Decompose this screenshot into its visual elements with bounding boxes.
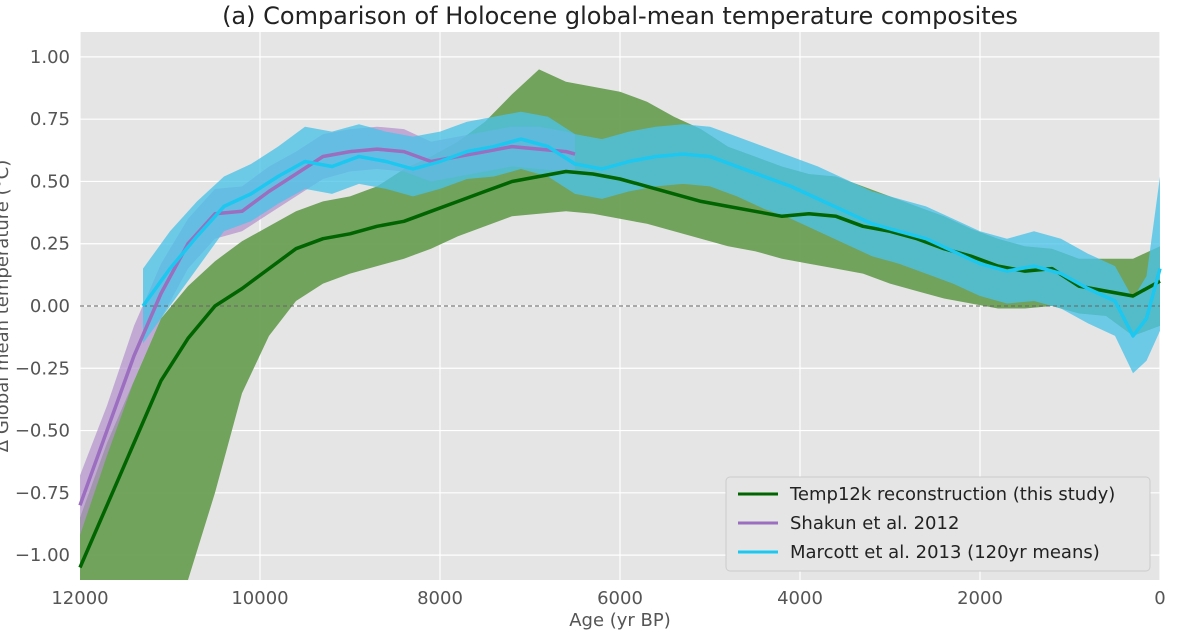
legend-box: [725, 476, 1151, 572]
x-tick-label: 12000: [51, 588, 108, 609]
y-tick-label: 0.75: [30, 109, 70, 130]
legend-label-temp12k: Temp12k reconstruction (this study): [789, 484, 1115, 505]
series-lines: [78, 137, 1162, 569]
x-tick-label: 10000: [231, 588, 288, 609]
line-marcott: [141, 137, 1162, 338]
x-tick-label: 2000: [957, 588, 1003, 609]
legend-label-marcott: Marcott et al. 2013 (120yr means): [790, 542, 1100, 563]
chart-title: (a) Comparison of Holocene global-mean t…: [222, 2, 1018, 30]
y-tick-label: 0.25: [30, 234, 70, 255]
line-temp12k: [78, 169, 1161, 569]
y-tick-label: 0.50: [30, 171, 70, 192]
y-tick-labels: 1.00 0.75 0.50 0.25 0.00 −0.25 −0.50 −0.75 −1.00: [15, 47, 70, 566]
x-tick-label: 4000: [777, 588, 823, 609]
line-shakun: [78, 144, 576, 506]
x-tick-labels: 12000 10000 8000 6000 4000 2000 0: [51, 588, 1165, 609]
y-tick-label: −0.75: [15, 483, 70, 504]
x-tick-label: 8000: [417, 588, 463, 609]
y-axis-title: Δ Global mean temperature (°C): [0, 160, 13, 452]
legend: Temp12k reconstruction (this study) Shak…: [725, 476, 1151, 572]
y-tick-label: 0.00: [30, 296, 70, 317]
y-tick-label: −0.25: [15, 358, 70, 379]
x-tick-label: 6000: [597, 588, 643, 609]
band-marcott: [143, 111, 1160, 374]
x-tick-label: 0: [1154, 588, 1165, 609]
y-tick-label: −0.50: [15, 421, 70, 442]
x-axis-title: Age (yr BP): [569, 610, 671, 631]
y-tick-label: −1.00: [15, 545, 70, 566]
y-tick-label: 1.00: [30, 47, 70, 68]
legend-label-shakun: Shakun et al. 2012: [790, 513, 959, 534]
